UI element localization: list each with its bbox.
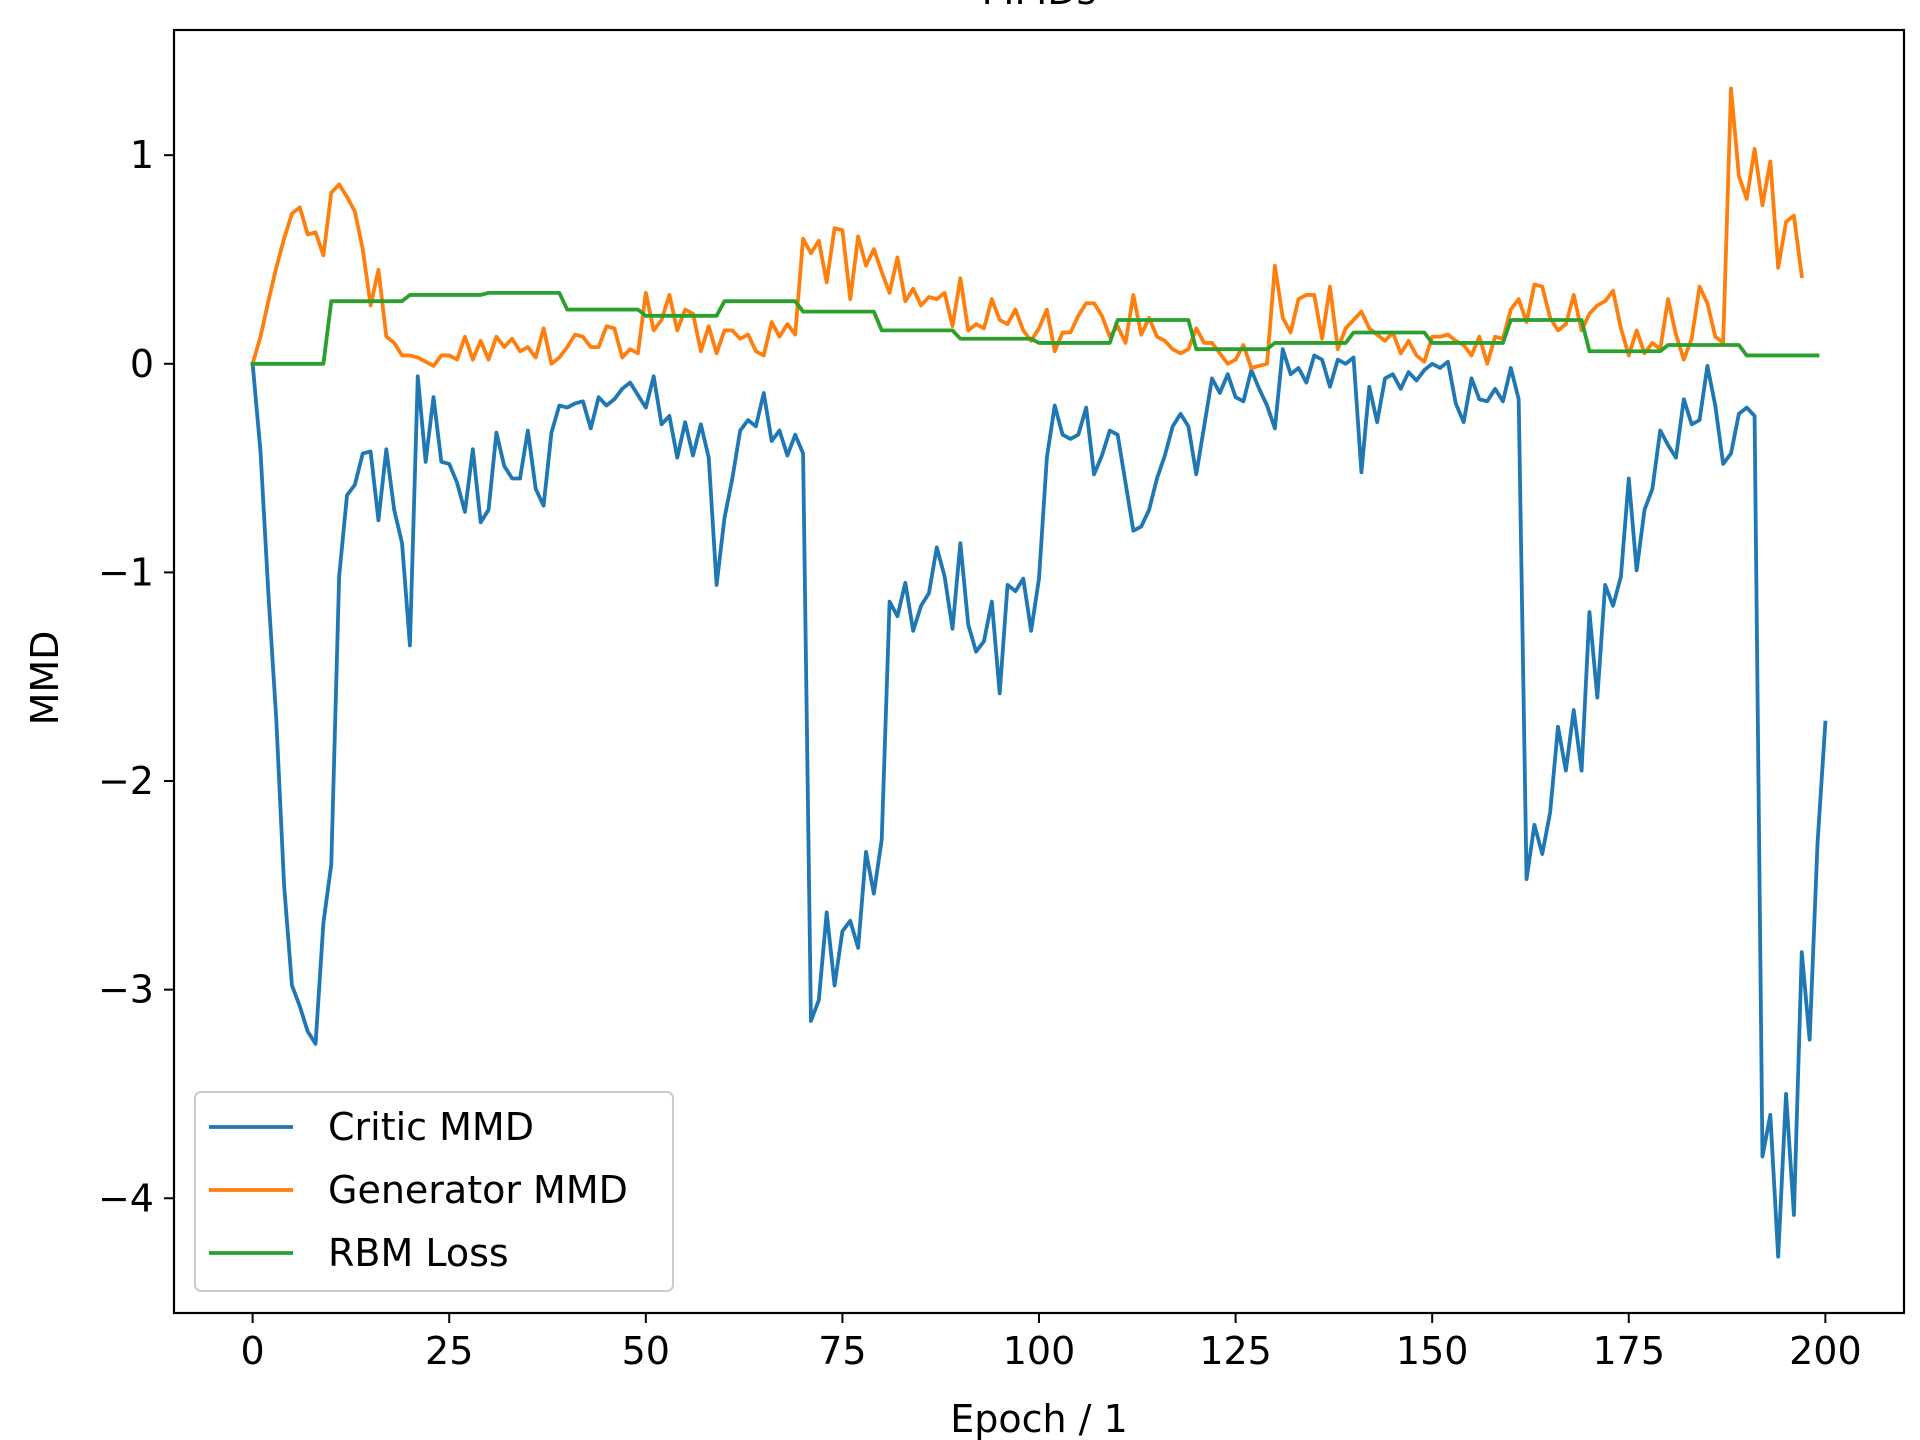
series-line-critic-mmd	[250, 347, 1828, 1259]
y-tick-label: 1	[130, 133, 154, 177]
y-axis-label: MMD	[23, 631, 67, 726]
y-tick-label: −1	[98, 550, 154, 594]
x-tick-label: 150	[1396, 1329, 1469, 1373]
x-tick-label: 50	[622, 1329, 670, 1373]
x-tick-label: 0	[241, 1329, 265, 1373]
x-tick-label: 175	[1593, 1329, 1666, 1373]
y-tick-label: −4	[98, 1176, 154, 1220]
x-tick-label: 200	[1789, 1329, 1862, 1373]
x-tick-label: 25	[425, 1329, 473, 1373]
legend-label: Generator MMD	[328, 1168, 628, 1212]
x-axis-label: Epoch / 1	[950, 1397, 1128, 1440]
x-tick-label: 100	[1003, 1329, 1076, 1373]
y-axis-ticks: −4 −3 −2 −1 0 1	[98, 133, 174, 1220]
x-axis-ticks: 0 25 50 75 100 125 150 175 200	[241, 1313, 1862, 1373]
y-tick-label: −2	[98, 759, 154, 803]
legend-box	[194, 1091, 674, 1292]
x-tick-label: 125	[1199, 1329, 1272, 1373]
series-line-generator-mmd	[250, 86, 1804, 370]
x-tick-label: 75	[818, 1329, 866, 1373]
y-tick-label: −3	[98, 968, 154, 1012]
plot-lines	[250, 86, 1828, 1259]
legend-label: RBM Loss	[328, 1231, 509, 1275]
chart-title: MMDs	[982, 0, 1097, 13]
y-tick-label: 0	[130, 342, 154, 386]
series-line-rbm-loss	[250, 290, 1820, 366]
legend-label: Critic MMD	[328, 1105, 534, 1149]
legend: Critic MMD Generator MMD RBM Loss	[194, 1091, 674, 1292]
